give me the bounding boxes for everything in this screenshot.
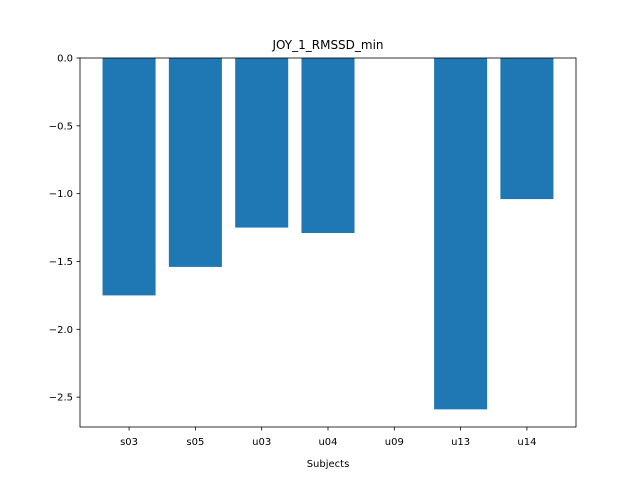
y-tick-label: −1.0 [49, 189, 73, 200]
y-tick-label: −2.5 [49, 393, 73, 404]
bars-group [102, 58, 554, 410]
y-tick-label: −2.0 [49, 325, 73, 336]
x-tick-label-s03: s03 [120, 437, 138, 448]
x-tick-label-u03: u03 [252, 437, 271, 448]
y-tick-label: −1.5 [49, 257, 73, 268]
x-axis-ticks: s03 s05 u03 u04 u09 u13 u14 [120, 427, 536, 448]
x-tick-label-u13: u13 [451, 437, 470, 448]
bar-s05 [168, 58, 222, 267]
bar-u14 [500, 58, 554, 200]
y-tick-label: 0.0 [57, 54, 73, 65]
y-tick-label: −0.5 [49, 121, 73, 132]
bar-u03 [235, 58, 289, 228]
x-tick-label-u04: u04 [318, 437, 337, 448]
y-axis-ticks: 0.0 −0.5 −1.0 −1.5 −2.0 −2.5 [49, 54, 80, 404]
x-tick-label-s05: s05 [186, 437, 204, 448]
x-tick-label-u09: u09 [385, 437, 404, 448]
x-axis-label: Subjects [307, 459, 350, 470]
plot-area-frame [79, 57, 577, 428]
x-tick-label-u14: u14 [517, 437, 536, 448]
chart-title: JOY_1_RMSSD_min [271, 38, 383, 52]
bar-u13 [434, 58, 488, 410]
bar-u04 [301, 58, 355, 234]
bar-s03 [102, 58, 156, 296]
